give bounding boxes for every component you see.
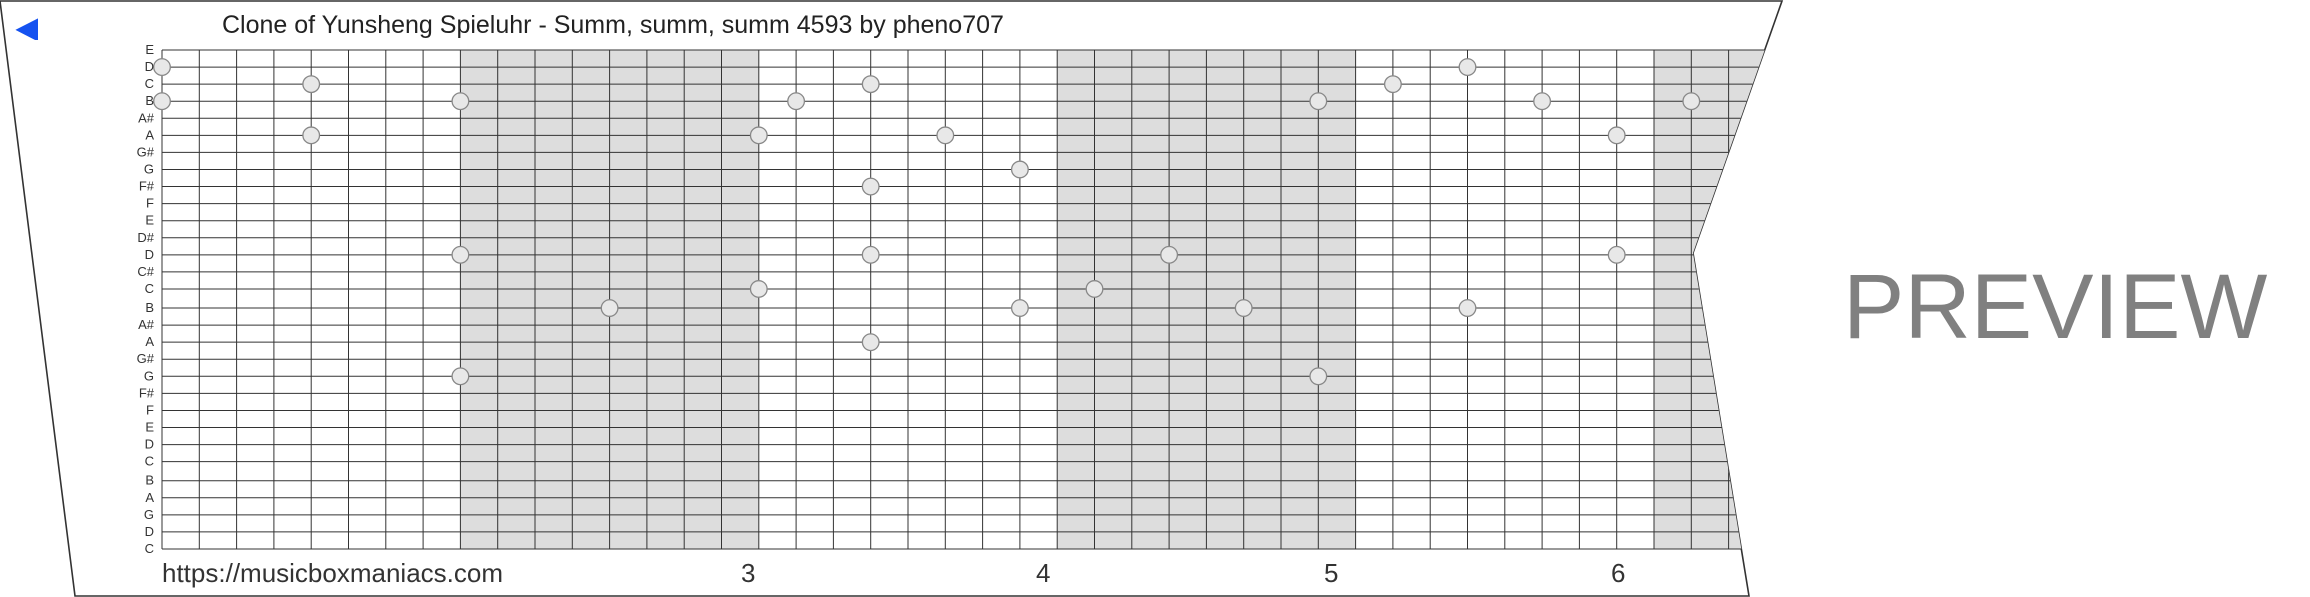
svg-text:E: E — [145, 42, 154, 57]
svg-text:6: 6 — [1611, 558, 1625, 588]
svg-text:3: 3 — [741, 558, 755, 588]
svg-text:C: C — [145, 281, 154, 296]
svg-text:G: G — [144, 507, 154, 522]
svg-text:B: B — [145, 300, 154, 315]
svg-text:G#: G# — [137, 144, 155, 159]
svg-text:C#: C# — [137, 264, 154, 279]
svg-text:A: A — [145, 490, 154, 505]
svg-text:5: 5 — [1324, 558, 1338, 588]
svg-text:F#: F# — [139, 179, 155, 194]
svg-text:D: D — [145, 437, 154, 452]
svg-text:F#: F# — [139, 385, 155, 400]
svg-text:C: C — [145, 541, 154, 556]
svg-text:D: D — [145, 524, 154, 539]
svg-text:https://musicboxmaniacs.com: https://musicboxmaniacs.com — [162, 558, 503, 588]
svg-text:D: D — [145, 247, 154, 262]
svg-text:A#: A# — [138, 110, 155, 125]
svg-text:A: A — [145, 334, 154, 349]
svg-text:G#: G# — [137, 351, 155, 366]
svg-text:C: C — [145, 454, 154, 469]
svg-text:B: B — [145, 473, 154, 488]
svg-text:A: A — [145, 127, 154, 142]
svg-text:F: F — [146, 196, 154, 211]
svg-text:G: G — [144, 368, 154, 383]
svg-text:D: D — [145, 59, 154, 74]
svg-text:C: C — [145, 76, 154, 91]
svg-text:E: E — [145, 213, 154, 228]
svg-text:F: F — [146, 402, 154, 417]
svg-text:G: G — [144, 161, 154, 176]
svg-text:E: E — [145, 420, 154, 435]
svg-text:D#: D# — [137, 230, 154, 245]
svg-text:A#: A# — [138, 317, 155, 332]
svg-text:4: 4 — [1036, 558, 1050, 588]
svg-text:B: B — [145, 93, 154, 108]
